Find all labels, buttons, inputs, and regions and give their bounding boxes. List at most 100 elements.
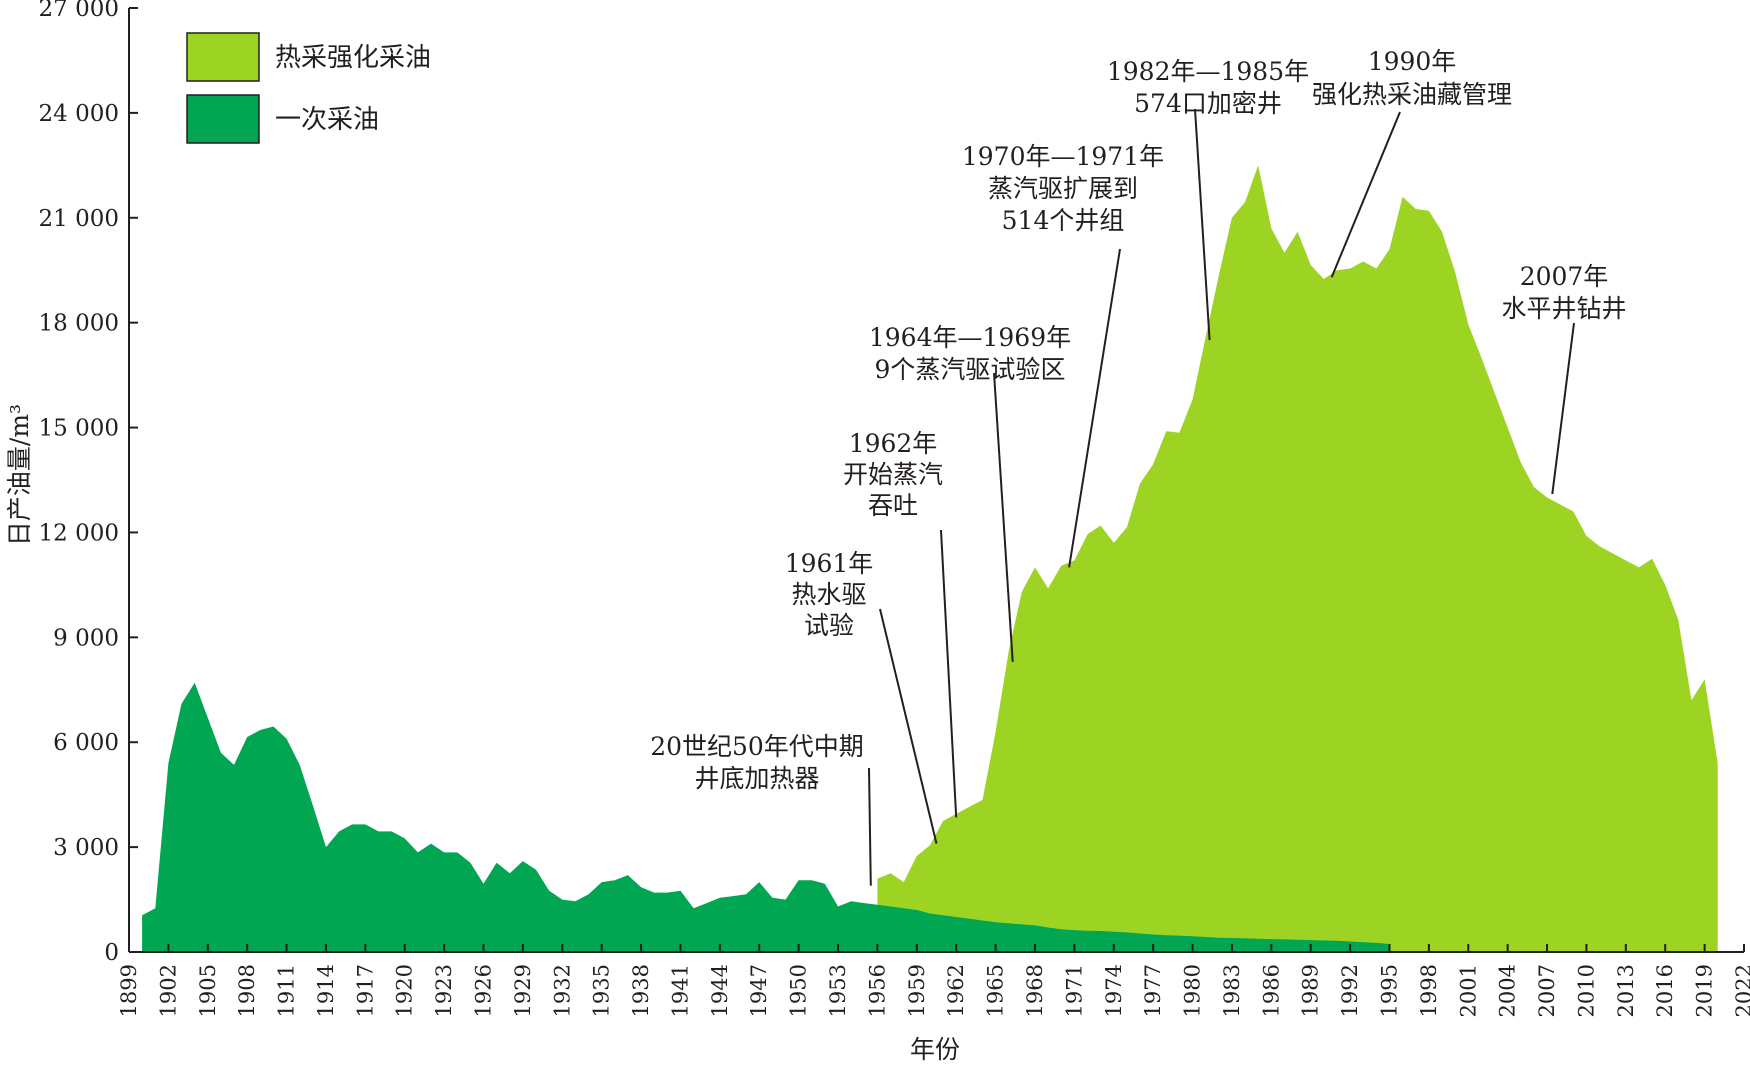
x-tick-label: 1941	[668, 964, 692, 1017]
x-tick-label: 1992	[1338, 964, 1362, 1017]
x-tick-label: 1959	[905, 964, 929, 1017]
x-tick-label: 1980	[1181, 964, 1205, 1017]
annotation-text: 514个井组	[1002, 206, 1125, 235]
x-tick-label: 1947	[747, 964, 771, 1017]
legend-swatch-thermal	[186, 32, 260, 82]
annotation-text: 水平井钻井	[1501, 294, 1626, 323]
x-tick-label: 1971	[1062, 964, 1086, 1017]
area-series-group	[142, 165, 1718, 953]
annotation-leader-line	[1551, 322, 1575, 495]
x-tick-label: 1956	[865, 964, 889, 1017]
annotation-text: 试验	[804, 611, 854, 640]
x-tick-label: 1926	[472, 964, 496, 1017]
y-tick-label: 3 000	[53, 835, 119, 861]
area-series-primary	[142, 682, 1390, 952]
x-tick-label: 2004	[1496, 964, 1520, 1017]
x-tick-label: 1932	[550, 964, 574, 1017]
x-tick-label: 1911	[275, 964, 299, 1017]
legend-swatch-primary	[186, 94, 260, 144]
annotation-text: 574口加密井	[1134, 89, 1282, 118]
annotation-text: 20世纪50年代中期	[650, 732, 864, 761]
x-tick-label: 2010	[1574, 964, 1598, 1017]
x-tick-label: 1983	[1220, 964, 1244, 1017]
x-tick-label: 1917	[353, 964, 377, 1017]
x-tick-label: 1953	[826, 964, 850, 1017]
annotation-text: 强化热采油藏管理	[1312, 80, 1512, 109]
x-tick-label: 1905	[196, 964, 220, 1017]
x-tick-label: 1974	[1102, 964, 1126, 1017]
x-tick-label: 1938	[629, 964, 653, 1017]
x-tick-label: 2007	[1535, 964, 1559, 1017]
annotation-text: 1970年—1971年	[962, 142, 1164, 171]
y-tick-label: 27 000	[39, 0, 119, 22]
annotation-4: 1964年—1969年 9个蒸汽驱试验区	[869, 323, 1071, 662]
y-tick-label: 15 000	[39, 416, 119, 442]
x-tick-label: 1899	[117, 964, 141, 1017]
axes-group: 0 3 000 6 000 9 000 12 000 15 000 18 000 21 000…	[39, 0, 1750, 1017]
x-tick-label: 1995	[1377, 964, 1401, 1017]
annotation-leader-line	[993, 372, 1014, 662]
y-axis-title: 日产油量/m³	[5, 404, 34, 546]
x-tick-label: 1929	[511, 964, 535, 1017]
x-tick-label: 1950	[787, 964, 811, 1017]
annotation-text: 1990年	[1368, 47, 1457, 76]
y-tick-label: 18 000	[39, 311, 119, 337]
x-tick-label: 1998	[1417, 964, 1441, 1017]
legend-label-thermal: 热采强化采油	[275, 43, 431, 73]
annotation-text: 井底加热器	[694, 764, 819, 793]
annotation-leader-line	[879, 608, 938, 844]
x-tick-label: 1968	[1023, 964, 1047, 1017]
x-tick-label: 2001	[1456, 964, 1480, 1017]
x-tick-label: 2019	[1693, 964, 1717, 1017]
annotation-leader-line	[1194, 108, 1211, 341]
x-tick-label: 1962	[944, 964, 968, 1017]
annotation-text: 开始蒸汽	[843, 460, 943, 489]
annotation-text: 蒸汽驱扩展到	[988, 174, 1138, 203]
x-tick-label: 1935	[590, 964, 614, 1017]
x-axis-title: 年份	[910, 1035, 960, 1064]
legend-label-primary: 一次采油	[275, 105, 379, 135]
x-tick-label: 1965	[984, 964, 1008, 1017]
y-tick-label: 12 000	[39, 520, 119, 546]
area-series-thermal	[877, 165, 1718, 953]
annotation-text: 1964年—1969年	[869, 323, 1071, 352]
annotation-text: 1961年	[785, 549, 874, 578]
x-tick-label: 2022	[1732, 964, 1750, 1017]
x-tick-label: 2016	[1653, 964, 1677, 1017]
y-tick-label: 6 000	[53, 730, 119, 756]
y-tick-label: 9 000	[53, 625, 119, 651]
annotation-leader-line	[868, 767, 872, 886]
annotation-text: 吞吐	[868, 491, 918, 520]
annotation-text: 1982年—1985年	[1107, 57, 1309, 86]
annotation-text: 9个蒸汽驱试验区	[875, 355, 1066, 384]
annotation-6: 1982年—1985年 574口加密井	[1107, 57, 1309, 341]
y-tick-label: 21 000	[39, 206, 119, 232]
x-tick-label: 2013	[1614, 964, 1638, 1017]
annotation-text: 1962年	[849, 429, 938, 458]
x-tick-label: 1920	[393, 964, 417, 1017]
y-tick-label: 0	[104, 940, 119, 966]
annotation-text: 热水驱	[791, 580, 866, 609]
annotation-leader-line	[1068, 248, 1121, 568]
annotation-leader-line	[1330, 111, 1401, 278]
annotation-text: 2007年	[1520, 262, 1609, 291]
x-tick-label: 1902	[156, 964, 180, 1017]
annotations-group: 20世纪50年代中期井底加热器1961年热水驱试验1962年开始蒸汽吞吐1964…	[650, 47, 1627, 886]
x-tick-label: 1989	[1299, 964, 1323, 1017]
x-tick-label: 1908	[235, 964, 259, 1017]
x-tick-label: 1914	[314, 964, 338, 1017]
x-tick-label: 1977	[1141, 964, 1165, 1017]
x-tick-label: 1944	[708, 964, 732, 1017]
x-tick-label: 1986	[1259, 964, 1283, 1017]
x-tick-label: 1923	[432, 964, 456, 1017]
y-tick-label: 24 000	[39, 101, 119, 127]
annotation-leader-line	[940, 529, 958, 818]
